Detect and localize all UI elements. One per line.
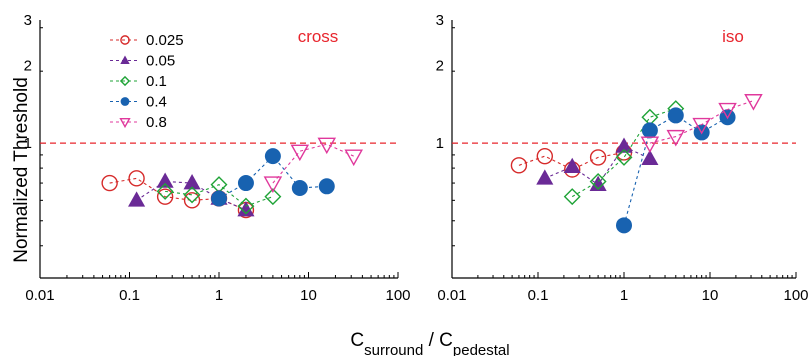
series-line [649, 100, 754, 144]
data-point [615, 148, 633, 166]
data-point [641, 149, 659, 166]
x-tick-label: 10 [702, 287, 719, 304]
x-tick-label: 0.1 [528, 287, 549, 304]
data-point [536, 169, 554, 185]
data-point [510, 157, 528, 174]
legend-marker [120, 55, 130, 64]
data-point [128, 170, 145, 187]
y-axis-label: Normalized Threshold [11, 77, 32, 263]
x-tick-label: 0.01 [437, 287, 466, 304]
data-point [291, 179, 308, 196]
data-point [718, 102, 737, 120]
data-point [640, 136, 660, 154]
y-tick-label: 3 [24, 12, 32, 29]
series-0.4 [616, 107, 736, 234]
data-point [318, 178, 335, 195]
x-tick-label: 1 [215, 287, 223, 304]
series-0.8 [263, 137, 363, 193]
iso-panel: 0.01 0.1 1 10 100 1 2 3 iso [436, 12, 809, 304]
x-tick-label: 1 [620, 287, 628, 304]
data-point [563, 188, 581, 206]
y-tick-label: 1 [24, 135, 32, 152]
data-point [290, 144, 310, 162]
legend-label: 0.4 [146, 94, 167, 111]
series-0.05 [536, 137, 659, 191]
legend-marker [119, 75, 131, 87]
data-point [563, 157, 581, 174]
series-line [518, 151, 625, 171]
data-point [183, 174, 201, 190]
series-line [571, 108, 676, 198]
cross-panel: 0.01 0.1 1 10 100 1 2 3 cross 0.025 0.05 0.1 0.4 0.8 [24, 12, 411, 304]
series-line [623, 114, 728, 226]
data-point [344, 149, 363, 167]
series-0.8 [640, 94, 763, 154]
panel-label: iso [722, 27, 744, 46]
data-point [156, 172, 174, 188]
series-0.025 [101, 170, 255, 219]
data-point [237, 197, 255, 215]
data-point [183, 186, 201, 204]
x-tick-label: 10 [300, 287, 317, 304]
legend-label: 0.05 [146, 53, 175, 70]
data-point [264, 148, 281, 165]
series-line [218, 155, 327, 199]
x-tick-label: 0.01 [25, 287, 54, 304]
data-point [211, 190, 227, 207]
data-point [237, 175, 254, 192]
legend-marker [120, 35, 130, 45]
data-point [615, 137, 633, 153]
x-tick-label: 100 [783, 287, 808, 304]
data-point [666, 129, 686, 147]
data-point [183, 192, 201, 209]
series-line [272, 143, 354, 184]
y-tick-label: 2 [24, 57, 32, 74]
legend-marker [119, 118, 131, 129]
x-tick-label: 0.1 [119, 287, 140, 304]
legend: 0.025 0.05 0.1 0.4 0.8 [110, 32, 184, 131]
y-tick-label: 3 [436, 12, 444, 29]
legend-label: 0.025 [146, 32, 184, 49]
data-point [237, 201, 255, 217]
legend-label: 0.8 [146, 114, 167, 131]
data-point [667, 107, 684, 124]
x-tick-label: 100 [385, 287, 410, 304]
data-point [692, 117, 711, 135]
data-point [641, 122, 658, 139]
data-point [589, 149, 607, 166]
data-point [128, 191, 146, 207]
y-tick-label: 2 [436, 57, 444, 74]
data-point [536, 147, 554, 165]
data-point [589, 172, 607, 190]
panel-label: cross [298, 27, 339, 46]
legend-label: 0.1 [146, 73, 167, 90]
data-point [101, 174, 118, 192]
data-point [263, 176, 283, 193]
data-point [317, 137, 337, 155]
y-tick-label: 1 [436, 135, 444, 152]
data-point [264, 188, 282, 206]
series-0.4 [211, 148, 335, 207]
series-line [165, 184, 274, 207]
data-point [616, 217, 632, 234]
x-axis-label: Csurround / Cpedestal [350, 330, 509, 356]
data-point [156, 182, 174, 200]
legend-marker [120, 97, 130, 106]
data-point [156, 188, 174, 205]
data-point [589, 175, 607, 191]
data-point [744, 94, 763, 111]
